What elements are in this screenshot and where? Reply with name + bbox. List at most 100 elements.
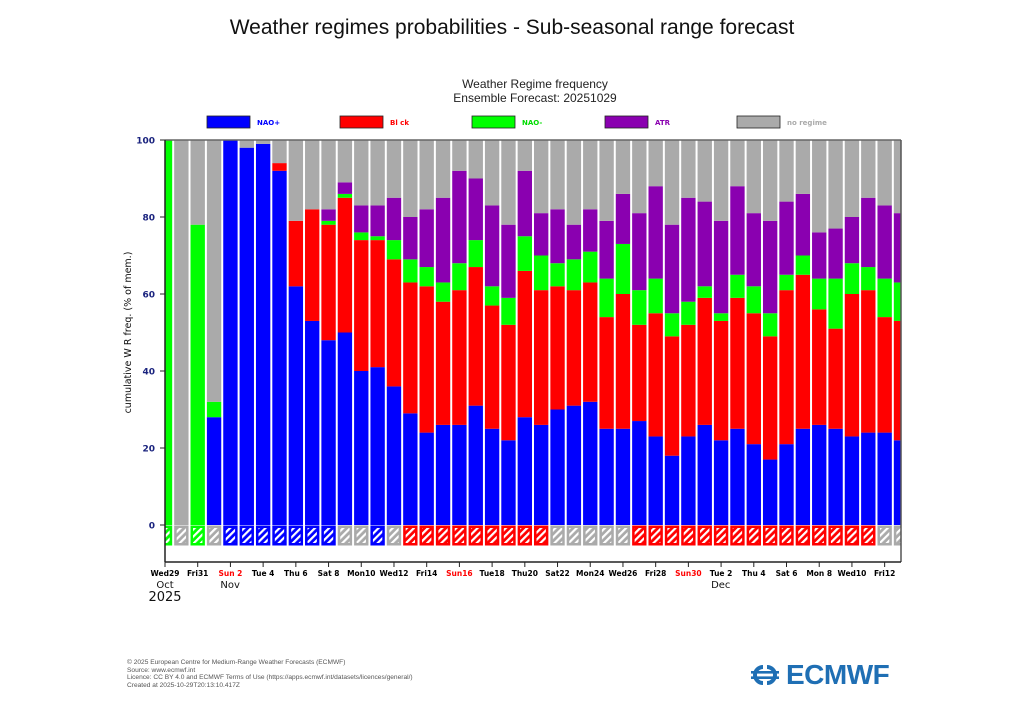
bar-segment-nao- (206, 401, 222, 418)
bar-segment-atr (681, 197, 696, 302)
bar-segment-nao- (223, 140, 238, 525)
bar-segment-nao- (370, 367, 385, 525)
strip-hatch (536, 528, 546, 543)
footer-source: Source: www.ecmwf.int (127, 666, 196, 674)
bar-segment-nao- (484, 286, 500, 306)
bar-segment-nao- (354, 371, 369, 525)
bar-segment-atr (762, 220, 778, 314)
x-tick-label: Sun16 (446, 569, 473, 578)
bar-segment-atr (861, 197, 876, 268)
bar-segment-block (452, 290, 467, 425)
legend-label-atr: ATR (655, 119, 671, 127)
bar-segment-no-regime (452, 140, 467, 171)
bar-segment-nao- (893, 440, 901, 525)
bar-segment-no-regime (239, 140, 254, 148)
strip-hatch (879, 528, 890, 543)
bar-segment-no-regime (844, 140, 860, 217)
x-tick-label: Thu 6 (284, 569, 308, 578)
bar-segment-no-regime (272, 140, 287, 164)
bar-segment-nao- (615, 243, 631, 294)
bar-segment-atr (877, 205, 892, 279)
chart-title: Weather Regime frequency (462, 77, 608, 91)
strip-hatch (798, 528, 808, 543)
bar-segment-atr (468, 178, 483, 241)
bar-segment-block (893, 320, 901, 441)
bar-segment-nao- (305, 320, 320, 525)
x-tick-label: Sun 2 (218, 569, 242, 578)
bar-segment-no-regime (174, 140, 189, 525)
bar-segment-no-regime (566, 140, 582, 225)
bar-segment-no-regime (795, 140, 811, 194)
bar-segment-block (615, 294, 631, 429)
chart-legend: NAO+ Bl ck NAO- ATR no regime (206, 115, 827, 129)
strip-hatch (552, 528, 563, 543)
strip-hatch (503, 528, 514, 543)
axes-group: 0 20 40 60 80 100 cumulative W R freq. (% of m… (123, 137, 902, 605)
bar-segment-block (861, 290, 876, 433)
bar-segment-nao- (632, 421, 647, 525)
bar-segment-nao- (566, 259, 582, 291)
bar-segment-nao- (828, 428, 843, 525)
bar-segment-atr (403, 217, 418, 260)
bar-segment-atr (632, 213, 647, 291)
bar-segment-nao- (713, 440, 729, 525)
strip-hatch (667, 528, 677, 543)
bar-segment-nao- (337, 193, 353, 198)
strip-hatch (291, 528, 301, 543)
bar-segment-atr (893, 213, 901, 283)
bar-segment-block (501, 324, 516, 441)
x-tick-label: Wed10 (837, 569, 866, 578)
legend-swatch-nao- (471, 115, 516, 129)
bar-segment-nao- (501, 297, 516, 325)
month-label: Dec (711, 580, 730, 591)
strip-hatch (781, 528, 792, 543)
strip-hatch (585, 528, 595, 543)
x-tick-label: Thu 4 (742, 569, 766, 578)
strip-hatch (487, 528, 497, 543)
year-label: 2025 (148, 590, 181, 605)
bar-segment-no-regime (337, 140, 353, 183)
bar-segment-block (484, 305, 500, 429)
bar-segment-no-regime (664, 140, 680, 225)
strip-hatch (732, 528, 743, 543)
bar-segment-no-regime (550, 140, 565, 210)
x-tick-label: Tue18 (480, 569, 505, 578)
bar-segment-atr (566, 224, 582, 260)
strip-hatch (225, 528, 236, 543)
strip-hatch (716, 528, 726, 543)
y-axis-label: cumulative W R freq. (% of mem.) (123, 252, 134, 414)
strip-hatch (618, 528, 628, 543)
y-tick-label: 80 (142, 214, 155, 224)
bar-segment-no-regime (681, 140, 696, 198)
strip-hatch (634, 528, 644, 543)
bar-segment-no-regime (403, 140, 418, 217)
bar-segment-atr (386, 197, 402, 241)
bar-segment-block (599, 317, 614, 429)
bar-segment-block (713, 320, 729, 441)
bar-segment-nao- (795, 255, 811, 275)
bar-segment-no-regime (812, 140, 827, 233)
footer-credits: © 2025 European Centre for Medium-Range … (127, 659, 413, 689)
y-tick-label: 40 (142, 368, 155, 378)
bar-segment-atr (419, 209, 434, 268)
bar-segment-atr (354, 205, 369, 233)
bar-segment-block (632, 324, 647, 422)
bar-segment-no-regime (697, 140, 712, 202)
bar-segment-block (877, 317, 892, 433)
bar-segment-block (419, 286, 434, 433)
bar-segment-nao- (403, 259, 418, 283)
bar-segment-nao- (762, 313, 778, 337)
strip-hatch (863, 528, 873, 543)
bar-segment-no-regime (517, 140, 532, 171)
bar-segment-atr (321, 209, 336, 221)
bar-segment-atr (435, 197, 451, 283)
y-tick-label: 100 (136, 137, 155, 147)
bar-segment-nao- (566, 405, 582, 525)
strip-hatch (405, 528, 416, 543)
bar-segment-no-regime (321, 140, 336, 210)
bar-segment-nao- (844, 263, 860, 294)
bar-segment-nao- (746, 444, 761, 525)
bar-segment-nao- (812, 278, 827, 310)
bar-segment-no-regime (534, 140, 549, 214)
page-title: Weather regimes probabilities - Sub-seas… (229, 16, 795, 39)
